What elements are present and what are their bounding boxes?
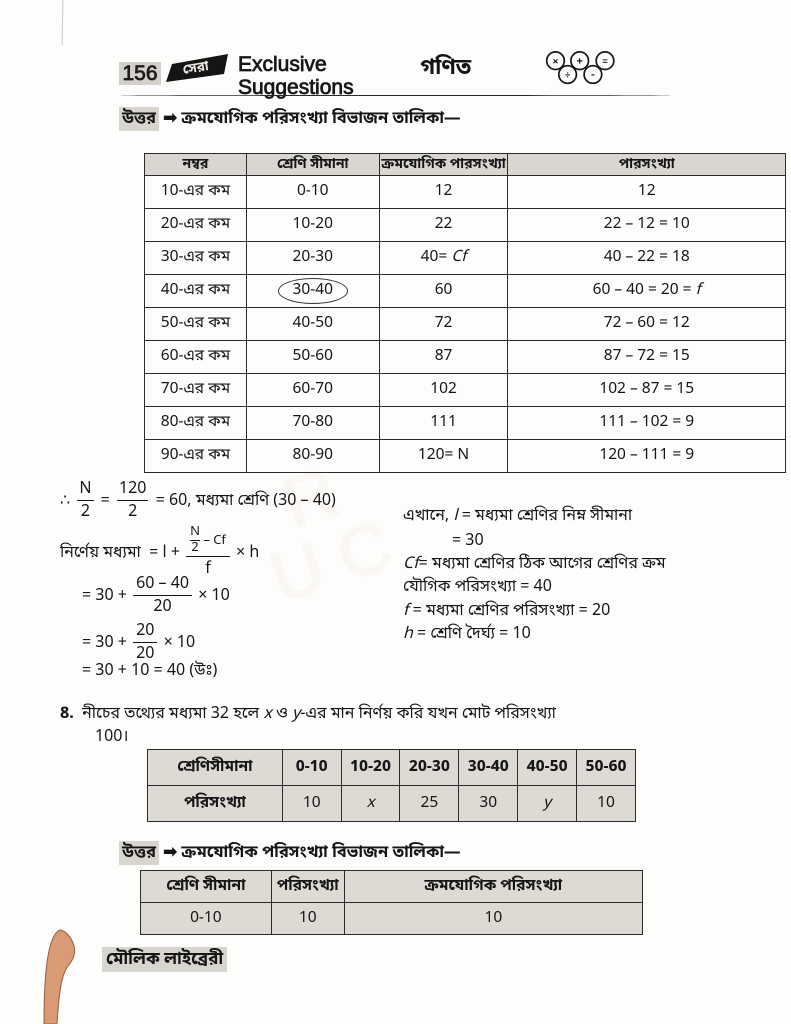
svg-text:+: +: [577, 56, 584, 68]
svg-text:÷: ÷: [565, 70, 570, 80]
svg-text:×: ×: [553, 56, 559, 67]
svg-text:সেরা: সেরা: [182, 58, 211, 80]
svg-text:=: =: [602, 56, 607, 66]
svg-text:-: -: [591, 69, 595, 81]
